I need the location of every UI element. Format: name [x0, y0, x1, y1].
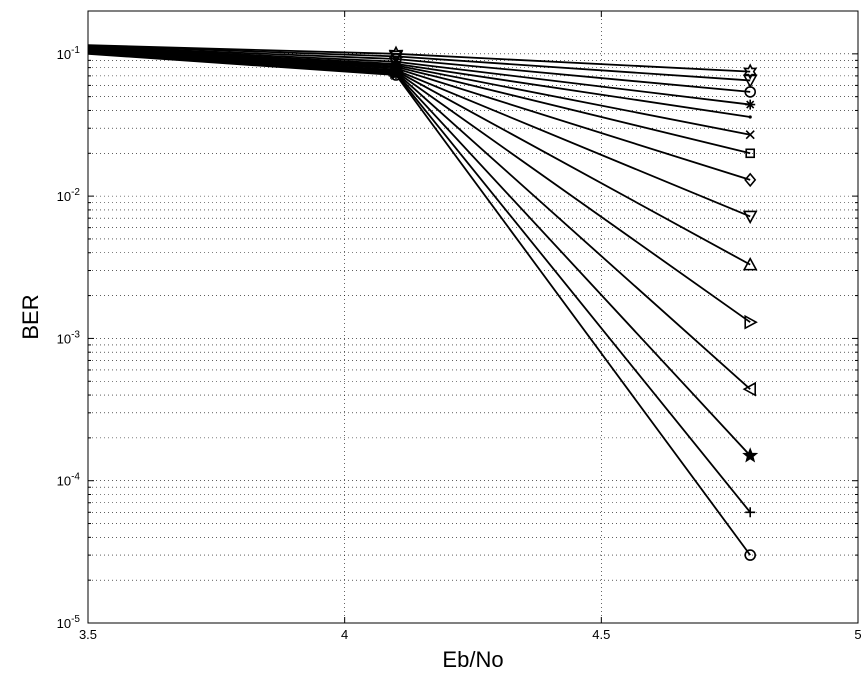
- circle-marker: [744, 549, 757, 561]
- x-axis-title: Eb/No: [442, 647, 503, 672]
- series-2: [88, 44, 758, 89]
- y-tick-label: 10-3: [57, 329, 81, 346]
- y-axis-title: BER: [18, 294, 43, 339]
- point-marker: [748, 115, 752, 119]
- series-15: [88, 52, 757, 561]
- triangle-left-marker: [742, 381, 756, 397]
- circle-marker: [390, 69, 402, 81]
- grid-lines: [88, 11, 858, 623]
- circle-marker: [744, 86, 757, 98]
- triangle-up-marker: [742, 256, 758, 271]
- triangle-down-marker: [388, 50, 404, 65]
- x-tick-label: 4: [341, 627, 348, 642]
- triangle-down-marker: [742, 74, 758, 89]
- plot-frame: [87, 10, 859, 624]
- hexagram-marker: [743, 63, 758, 80]
- x-tick-label: 3.5: [79, 627, 97, 642]
- pentagram-marker: [742, 447, 759, 463]
- plus-marker: [745, 507, 756, 518]
- y-tick-label: 10-2: [57, 187, 81, 204]
- asterisk-marker: [745, 99, 756, 110]
- x-marker: [745, 130, 755, 140]
- triangle-down-marker: [742, 210, 758, 225]
- data-series: [88, 44, 759, 561]
- square-marker: [745, 148, 756, 159]
- x-tick-label: 4.5: [592, 627, 610, 642]
- diamond-marker: [744, 172, 757, 188]
- axis-ticks: 3.5 4 4.5 5 10-5 10-4 10-3 10-2 10-1: [57, 11, 861, 642]
- series-line: [88, 52, 751, 556]
- y-tick-label: 10-1: [57, 45, 81, 62]
- y-tick-label: 10-5: [57, 614, 81, 631]
- triangle-right-marker: [744, 314, 758, 330]
- series-line: [88, 44, 751, 82]
- y-tick-label: 10-4: [57, 472, 81, 489]
- x-tick-label: 5: [854, 627, 861, 642]
